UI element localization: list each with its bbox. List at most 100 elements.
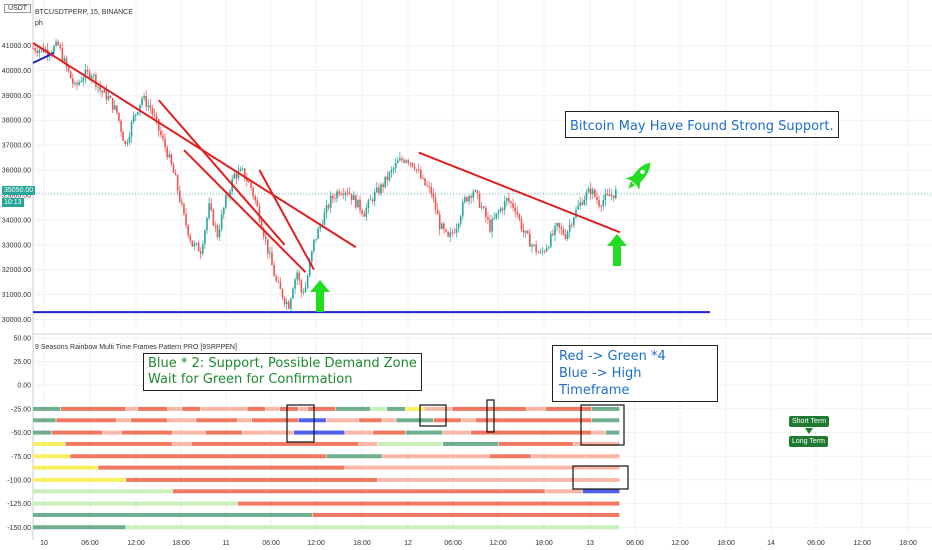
x-tick-label: 06:00 — [262, 540, 280, 547]
candle-body — [178, 190, 181, 202]
rainbow-segment — [370, 406, 387, 411]
rainbow-segment — [196, 418, 238, 423]
candle-body — [533, 244, 535, 246]
candle-body — [195, 243, 198, 244]
demand-zone-note[interactable]: Blue * 2: Support, Possible Demand Zone … — [143, 353, 422, 391]
rocket-icon — [625, 162, 651, 190]
candle-body — [225, 195, 227, 208]
rainbow-segment — [298, 418, 326, 423]
candle-body — [604, 194, 607, 201]
rainbow-segment — [307, 406, 336, 411]
candle-body — [407, 160, 410, 163]
candle-body — [451, 232, 454, 234]
rainbow-segment — [33, 454, 70, 459]
highlight-box — [286, 404, 315, 443]
price-chart[interactable] — [32, 38, 932, 314]
rainbow-indicator[interactable] — [33, 399, 629, 530]
candle-body — [134, 114, 137, 116]
candle-body — [615, 189, 617, 199]
candle-body — [273, 265, 275, 277]
candle-body — [65, 58, 68, 67]
long-term-tag: Long Term — [789, 436, 828, 447]
candle-body — [598, 200, 600, 207]
x-tick-label: 11 — [222, 540, 229, 547]
rb-tick-label: 0.00 — [17, 383, 31, 390]
candle-body — [285, 301, 288, 305]
rainbow-segment — [172, 441, 191, 446]
y-tick-label: 35000.00 — [2, 192, 31, 199]
y-tick-label: 33000.00 — [2, 242, 31, 249]
rb-tick-label: -100.00 — [7, 477, 31, 484]
candle-body — [449, 232, 451, 237]
rainbow-segment — [279, 406, 298, 411]
candle-body — [388, 172, 391, 181]
trendline — [32, 42, 357, 249]
candle-body — [160, 130, 162, 136]
rainbow-segment — [345, 430, 373, 435]
trendline — [158, 99, 286, 246]
candle-body — [610, 195, 613, 197]
rainbow-segment — [33, 418, 56, 423]
candle-body — [260, 220, 263, 229]
candle-body — [585, 192, 588, 200]
candle-body — [267, 239, 269, 254]
x-tick-label: 12:00 — [671, 540, 689, 547]
rainbow-segment — [470, 430, 592, 435]
candle-body — [128, 136, 131, 143]
candle-body — [287, 301, 290, 309]
bar-countdown: 10:13 — [2, 198, 24, 207]
candle-body — [438, 214, 441, 230]
x-tick-label: 18:00 — [535, 540, 553, 547]
rainbow-segment — [172, 430, 205, 435]
candle-body — [457, 223, 460, 229]
candle-body — [401, 158, 403, 161]
candle-body — [329, 195, 332, 208]
timeframe-note[interactable]: Red -> Green *4 Blue -> High Timeframe — [552, 345, 718, 402]
candle-body — [193, 243, 196, 247]
candle-body — [290, 298, 292, 309]
rainbow-segment — [359, 418, 382, 423]
rainbow-segment — [424, 406, 452, 411]
candle-body — [313, 239, 315, 252]
rainbow-segment — [382, 418, 396, 423]
y-tick-label: 40000.00 — [2, 68, 31, 75]
candle-body — [529, 233, 531, 247]
rainbow-segment — [126, 477, 378, 482]
candle-body — [319, 225, 322, 229]
candle-body — [485, 207, 487, 218]
candle-body — [34, 48, 36, 51]
candle-body — [472, 191, 475, 198]
candle-body — [107, 96, 110, 100]
candle-body — [520, 218, 523, 230]
candle-body — [302, 292, 305, 293]
main-title-note[interactable]: Bitcoin May Have Found Strong Support. — [565, 111, 839, 138]
candle-body — [501, 208, 504, 210]
y-tick-label: 37000.00 — [2, 143, 31, 150]
rainbow-segment — [382, 454, 489, 459]
axes: 10 06:00 12:00 18:00 11 06:00 12:00 18:00 12 06:0… — [2, 43, 917, 547]
candle-body — [327, 205, 330, 208]
rainbow-segment — [405, 430, 443, 435]
candle-body — [550, 233, 552, 248]
candle-body — [436, 209, 439, 215]
candle-body — [365, 207, 368, 217]
candle-body — [384, 176, 386, 187]
candle-body — [543, 251, 546, 252]
rainbow-segment — [98, 465, 345, 470]
candle-body — [168, 154, 171, 158]
candle-body — [503, 200, 506, 210]
candle-body — [103, 89, 106, 93]
candle-body — [204, 230, 206, 245]
rainbow-segment — [377, 441, 443, 446]
candle-body — [554, 225, 556, 236]
rainbow-segment — [359, 441, 378, 446]
tag-connector — [805, 428, 813, 434]
grid-lines — [32, 0, 932, 540]
rainbow-segment — [33, 406, 61, 411]
currency-selector[interactable]: USDT — [4, 4, 32, 13]
candle-body — [338, 191, 340, 195]
candle-body — [239, 169, 242, 172]
trendline — [418, 151, 621, 234]
candle-body — [573, 217, 575, 226]
